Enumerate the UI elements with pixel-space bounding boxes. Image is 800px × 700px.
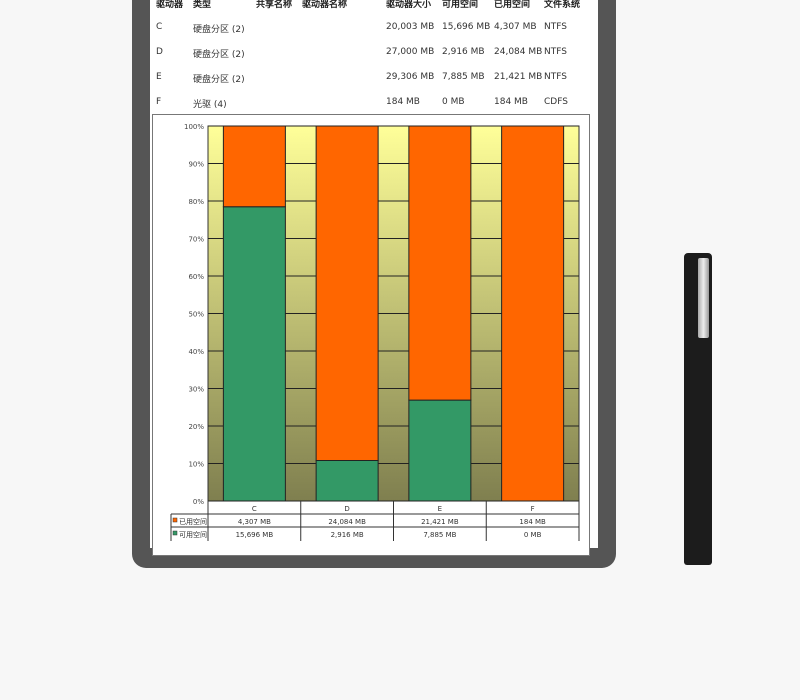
chart-svg: 0% 10% 20% 30% 40% 50% 60% 70% 80% 90% 100% C D E F 已用空… bbox=[170, 123, 580, 541]
table-cell: 0 MB bbox=[442, 97, 465, 107]
table-cell: D bbox=[156, 47, 163, 57]
table-cell: 光驱 (4) bbox=[193, 100, 227, 110]
chart: 0% 10% 20% 30% 40% 50% 60% 70% 80% 90% 100% C D E F 已用空… bbox=[152, 114, 590, 556]
table-cell: 类型 bbox=[193, 0, 212, 10]
table-cell: 29,306 MB bbox=[386, 72, 435, 82]
legend-label: 可用空间 bbox=[179, 530, 207, 539]
y-tick-label: 50% bbox=[188, 311, 204, 319]
y-tick-label: 100% bbox=[184, 123, 204, 131]
data-table-value: 24,084 MB bbox=[328, 518, 366, 526]
y-tick-label: 90% bbox=[188, 161, 204, 169]
table-cell: CDFS bbox=[544, 97, 568, 107]
x-tick-label: E bbox=[438, 505, 442, 513]
x-tick-label: D bbox=[344, 505, 349, 513]
table-cell: 24,084 MB bbox=[494, 47, 543, 57]
legend-key bbox=[172, 530, 178, 536]
y-tick-label: 70% bbox=[188, 236, 204, 244]
y-tick-label: 0% bbox=[193, 498, 204, 506]
table-cell: 驱动器大小 bbox=[386, 0, 432, 10]
bar-D-0 bbox=[315, 460, 379, 502]
table-cell: NTFS bbox=[544, 72, 567, 82]
bar-C-1 bbox=[222, 125, 286, 208]
bar-F-1 bbox=[501, 125, 565, 502]
table-cell: 4,307 MB bbox=[494, 22, 537, 32]
table-cell: C bbox=[156, 22, 163, 32]
table-cell: E bbox=[156, 72, 162, 82]
data-table-value: 0 MB bbox=[524, 531, 542, 539]
table-cell: 驱动器 bbox=[156, 0, 184, 10]
y-tick-label: 30% bbox=[188, 386, 204, 394]
data-table-value: 4,307 MB bbox=[238, 518, 271, 526]
data-table-value: 21,421 MB bbox=[421, 518, 459, 526]
x-tick-label: F bbox=[531, 505, 535, 513]
bar-E-1 bbox=[408, 125, 472, 401]
y-tick-label: 10% bbox=[188, 461, 204, 469]
table-cell: 184 MB bbox=[386, 97, 420, 107]
data-table-value: 15,696 MB bbox=[236, 531, 274, 539]
table-cell: 7,885 MB bbox=[442, 72, 485, 82]
y-tick-label: 80% bbox=[188, 198, 204, 206]
table-cell: NTFS bbox=[544, 22, 567, 32]
pen-clip bbox=[698, 258, 709, 338]
bar-E-0 bbox=[408, 399, 472, 502]
legend-key bbox=[172, 517, 178, 523]
table-cell: 可用空间 bbox=[442, 0, 479, 10]
table-cell: 文件系统 bbox=[544, 0, 581, 10]
table-cell: 21,421 MB bbox=[494, 72, 543, 82]
bar-D-1 bbox=[315, 125, 379, 461]
table-cell: 硬盘分区 (2) bbox=[193, 25, 245, 35]
x-tick-label: C bbox=[252, 505, 257, 513]
y-tick-label: 40% bbox=[188, 348, 204, 356]
table-cell: 已用空间 bbox=[494, 0, 531, 10]
table-cell: 184 MB bbox=[494, 97, 528, 107]
y-tick-label: 60% bbox=[188, 273, 204, 281]
bar-C-0 bbox=[222, 206, 286, 502]
table-cell: 硬盘分区 (2) bbox=[193, 50, 245, 60]
table-cell: NTFS bbox=[544, 47, 567, 57]
table-cell: 共享名称 bbox=[256, 0, 293, 10]
table-cell: 2,916 MB bbox=[442, 47, 485, 57]
data-table-value: 7,885 MB bbox=[423, 531, 456, 539]
table-cell: 驱动器名称 bbox=[302, 0, 348, 10]
table-cell: 15,696 MB bbox=[442, 22, 491, 32]
legend-label: 已用空间 bbox=[179, 517, 207, 526]
data-table-value: 2,916 MB bbox=[331, 531, 364, 539]
table-cell: 硬盘分区 (2) bbox=[193, 75, 245, 85]
y-tick-label: 20% bbox=[188, 423, 204, 431]
data-table-value: 184 MB bbox=[519, 518, 546, 526]
table-cell: 27,000 MB bbox=[386, 47, 435, 57]
table-cell: F bbox=[156, 97, 162, 107]
table-cell: 20,003 MB bbox=[386, 22, 435, 32]
